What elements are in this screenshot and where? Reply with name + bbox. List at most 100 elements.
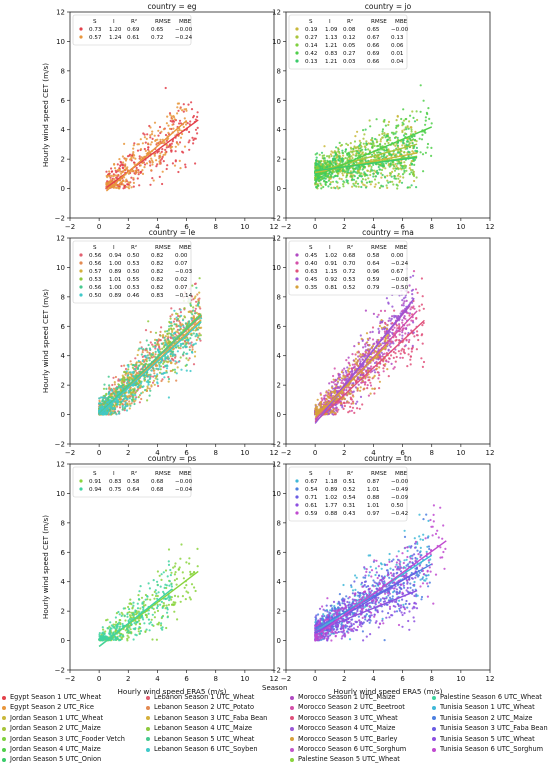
stats-header: MBE — [395, 19, 408, 25]
stats-cell: 0.02 — [175, 277, 187, 283]
stats-cell: 0.07 — [175, 261, 188, 267]
scatter-point — [338, 157, 341, 160]
scatter-point — [183, 316, 187, 319]
scatter-point — [332, 381, 335, 384]
scatter-point — [188, 357, 191, 360]
stats-cell: 0.45 — [305, 277, 318, 283]
scatter-point — [150, 369, 153, 372]
scatter-point — [344, 369, 347, 373]
scatter-point — [196, 111, 199, 114]
scatter-point — [373, 152, 376, 155]
x-tick-label: 0 — [97, 223, 101, 231]
scatter-point — [372, 163, 375, 166]
scatter-point — [389, 172, 392, 175]
scatter-point — [183, 108, 186, 111]
scatter-point — [394, 132, 397, 135]
scatter-point — [399, 356, 402, 359]
scatter-point — [121, 155, 124, 158]
scatter-point — [334, 153, 337, 157]
scatter-point — [318, 160, 321, 163]
scatter-point — [156, 373, 159, 376]
scatter-point — [353, 184, 356, 187]
scatter-point — [375, 141, 378, 144]
scatter-point — [193, 355, 197, 358]
scatter-point — [182, 103, 185, 106]
scatter-point — [356, 400, 359, 403]
scatter-point — [329, 183, 332, 186]
scatter-point — [112, 407, 115, 410]
scatter-point — [173, 354, 177, 357]
scatter-point — [366, 169, 369, 172]
scatter-point — [132, 169, 135, 172]
scatter-point — [140, 362, 143, 365]
scatter-point — [346, 393, 349, 396]
scatter-point — [348, 167, 351, 170]
x-tick-label: 2 — [126, 223, 130, 231]
scatter-point — [336, 397, 339, 400]
scatter-point — [109, 178, 112, 181]
scatter-point — [353, 345, 356, 348]
scatter-point — [383, 134, 386, 137]
scatter-point — [162, 602, 165, 605]
scatter-point — [119, 378, 122, 381]
scatter-point — [156, 378, 159, 381]
scatter-point — [374, 371, 377, 374]
scatter-point — [359, 147, 362, 150]
scatter-point — [169, 119, 172, 122]
scatter-point — [377, 157, 381, 160]
scatter-point — [117, 186, 120, 189]
scatter-point — [411, 293, 414, 296]
x-tick-label: −2 — [65, 223, 75, 231]
scatter-point — [405, 169, 408, 172]
x-tick-label: −2 — [281, 449, 291, 457]
scatter-point — [111, 177, 114, 180]
scatter-point — [132, 151, 135, 154]
scatter-point — [194, 342, 197, 345]
stats-cell: 0.94 — [109, 253, 122, 259]
scatter-point — [326, 165, 329, 168]
scatter-point — [133, 388, 136, 391]
scatter-point — [383, 132, 386, 135]
stats-cell: 0.58 — [367, 253, 380, 259]
scatter-point — [412, 170, 415, 173]
scatter-point — [368, 180, 371, 183]
stats-header: S — [309, 245, 313, 251]
scatter-point — [322, 174, 325, 177]
scatter-point — [166, 144, 169, 147]
scatter-point — [364, 345, 367, 348]
x-tick-label: 0 — [97, 449, 101, 457]
scatter-point — [346, 179, 349, 182]
scatter-point — [371, 338, 375, 341]
scatter-point — [196, 336, 200, 339]
scatter-point — [394, 315, 397, 318]
scatter-point — [147, 142, 150, 145]
scatter-point — [394, 352, 397, 355]
scatter-point — [131, 400, 134, 403]
scatter-point — [134, 357, 137, 360]
scatter-point — [137, 143, 140, 146]
scatter-point — [191, 345, 194, 348]
scatter-point — [319, 407, 322, 410]
scatter-point — [371, 140, 374, 143]
scatter-point — [383, 118, 386, 122]
scatter-point — [152, 179, 155, 182]
scatter-point — [185, 363, 188, 366]
scatter-point — [328, 164, 331, 167]
x-tick-label: −2 — [65, 449, 75, 457]
regression-line — [106, 119, 199, 189]
scatter-point — [144, 149, 147, 152]
scatter-point — [421, 153, 425, 156]
scatter-point — [411, 110, 414, 113]
scatter-point — [177, 346, 180, 349]
scatter-point — [192, 114, 195, 118]
scatter-point — [408, 173, 411, 176]
scatter-point — [152, 367, 155, 370]
scatter-point — [147, 357, 150, 360]
scatter-point — [175, 323, 178, 326]
scatter-point — [150, 169, 153, 172]
scatter-point — [179, 356, 182, 359]
scatter-point — [362, 346, 365, 349]
scatter-point — [359, 395, 363, 398]
scatter-point — [364, 343, 367, 346]
